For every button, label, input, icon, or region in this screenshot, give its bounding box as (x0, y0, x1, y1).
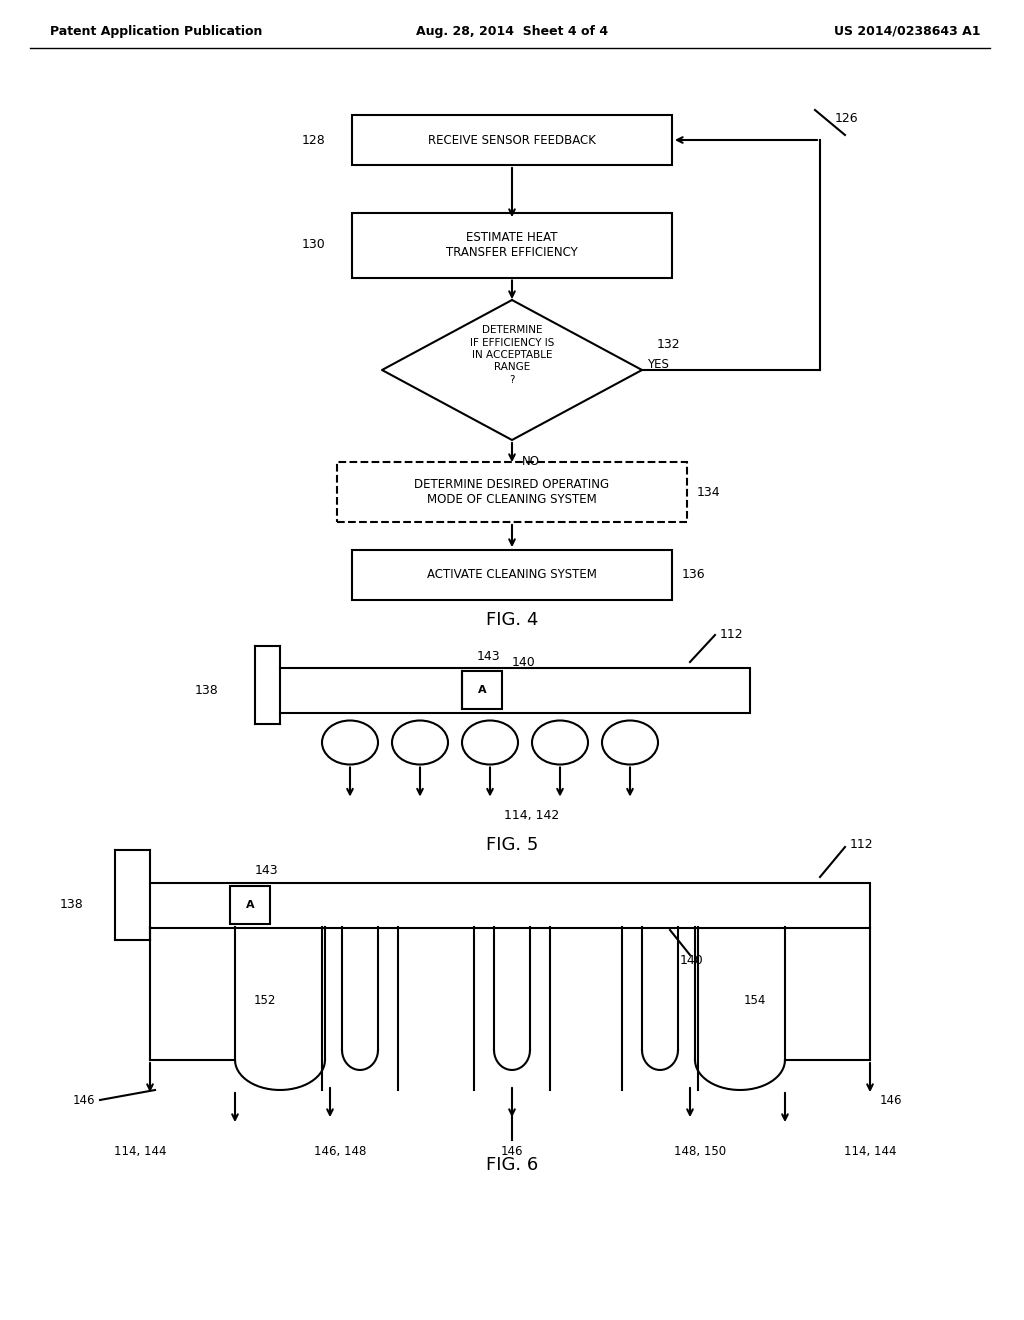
Text: 146, 148: 146, 148 (313, 1144, 367, 1158)
Ellipse shape (392, 721, 449, 764)
Text: YES: YES (647, 359, 669, 371)
FancyBboxPatch shape (230, 886, 270, 924)
Text: 148, 150: 148, 150 (674, 1144, 726, 1158)
Text: 114, 142: 114, 142 (505, 809, 560, 822)
FancyBboxPatch shape (337, 462, 687, 521)
Text: 154: 154 (743, 994, 766, 1006)
Text: RECEIVE SENSOR FEEDBACK: RECEIVE SENSOR FEEDBACK (428, 133, 596, 147)
Text: A: A (246, 900, 254, 909)
Ellipse shape (532, 721, 588, 764)
Text: 114, 144: 114, 144 (114, 1144, 166, 1158)
Ellipse shape (462, 721, 518, 764)
FancyBboxPatch shape (352, 115, 672, 165)
Text: 128: 128 (302, 133, 326, 147)
Text: 112: 112 (720, 628, 743, 642)
FancyBboxPatch shape (462, 671, 502, 709)
Text: FIG. 4: FIG. 4 (485, 611, 539, 630)
Text: 132: 132 (657, 338, 681, 351)
Ellipse shape (322, 721, 378, 764)
Text: 146: 146 (880, 1093, 902, 1106)
Text: Aug. 28, 2014  Sheet 4 of 4: Aug. 28, 2014 Sheet 4 of 4 (416, 25, 608, 38)
Text: Patent Application Publication: Patent Application Publication (50, 25, 262, 38)
Text: FIG. 6: FIG. 6 (485, 1156, 539, 1173)
Text: 138: 138 (195, 684, 219, 697)
Text: ACTIVATE CLEANING SYSTEM: ACTIVATE CLEANING SYSTEM (427, 569, 597, 582)
Text: A: A (477, 685, 486, 696)
Text: 114, 144: 114, 144 (844, 1144, 896, 1158)
Text: 143: 143 (255, 865, 279, 878)
Text: 146: 146 (73, 1093, 95, 1106)
FancyBboxPatch shape (150, 883, 870, 928)
FancyBboxPatch shape (352, 550, 672, 601)
Text: NO: NO (522, 455, 540, 469)
Text: 136: 136 (682, 569, 706, 582)
Ellipse shape (602, 721, 658, 764)
Text: DETERMINE
IF EFFICIENCY IS
IN ACCEPTABLE
RANGE
?: DETERMINE IF EFFICIENCY IS IN ACCEPTABLE… (470, 325, 554, 385)
Text: US 2014/0238643 A1: US 2014/0238643 A1 (834, 25, 980, 38)
Text: 126: 126 (835, 112, 859, 125)
FancyBboxPatch shape (280, 668, 750, 713)
Text: 130: 130 (302, 239, 326, 252)
Text: 152: 152 (254, 994, 276, 1006)
Text: 143: 143 (477, 649, 501, 663)
Text: 134: 134 (697, 486, 721, 499)
Text: 140: 140 (680, 953, 703, 966)
Text: 146: 146 (501, 1144, 523, 1158)
FancyBboxPatch shape (352, 213, 672, 277)
Text: FIG. 5: FIG. 5 (485, 836, 539, 854)
Text: 140: 140 (512, 656, 536, 669)
Text: 138: 138 (60, 899, 84, 912)
Text: 112: 112 (850, 838, 873, 851)
Text: DETERMINE DESIRED OPERATING
MODE OF CLEANING SYSTEM: DETERMINE DESIRED OPERATING MODE OF CLEA… (415, 478, 609, 506)
Text: ESTIMATE HEAT
TRANSFER EFFICIENCY: ESTIMATE HEAT TRANSFER EFFICIENCY (446, 231, 578, 259)
